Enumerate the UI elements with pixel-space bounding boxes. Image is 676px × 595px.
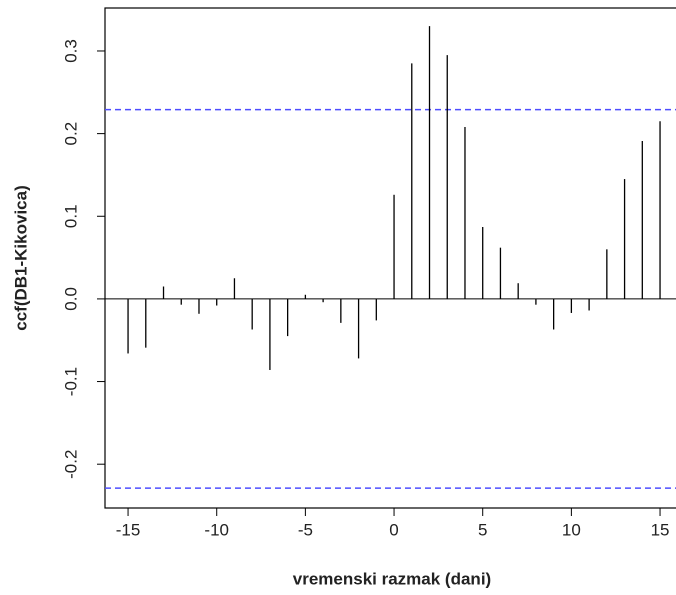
plot-frame [104,7,676,509]
x-tick-label: 5 [478,520,487,539]
y-tick-label: 0.2 [61,122,80,146]
y-tick-label: 0.0 [61,287,80,311]
y-axis-title: ccf(DB1-Kikovica) [11,185,30,331]
y-tick-label: 0.3 [61,39,80,63]
x-tick-label: -10 [204,520,229,539]
x-tick-label: 0 [389,520,398,539]
y-tick-label: -0.2 [61,450,80,479]
x-tick-label: 10 [562,520,581,539]
x-tick-label: -15 [116,520,141,539]
y-tick-label: -0.1 [61,367,80,396]
y-tick-label: 0.1 [61,204,80,228]
x-axis-title: vremenski razmak (dani) [293,569,491,588]
x-tick-label: 15 [651,520,670,539]
x-tick-label: -5 [298,520,313,539]
